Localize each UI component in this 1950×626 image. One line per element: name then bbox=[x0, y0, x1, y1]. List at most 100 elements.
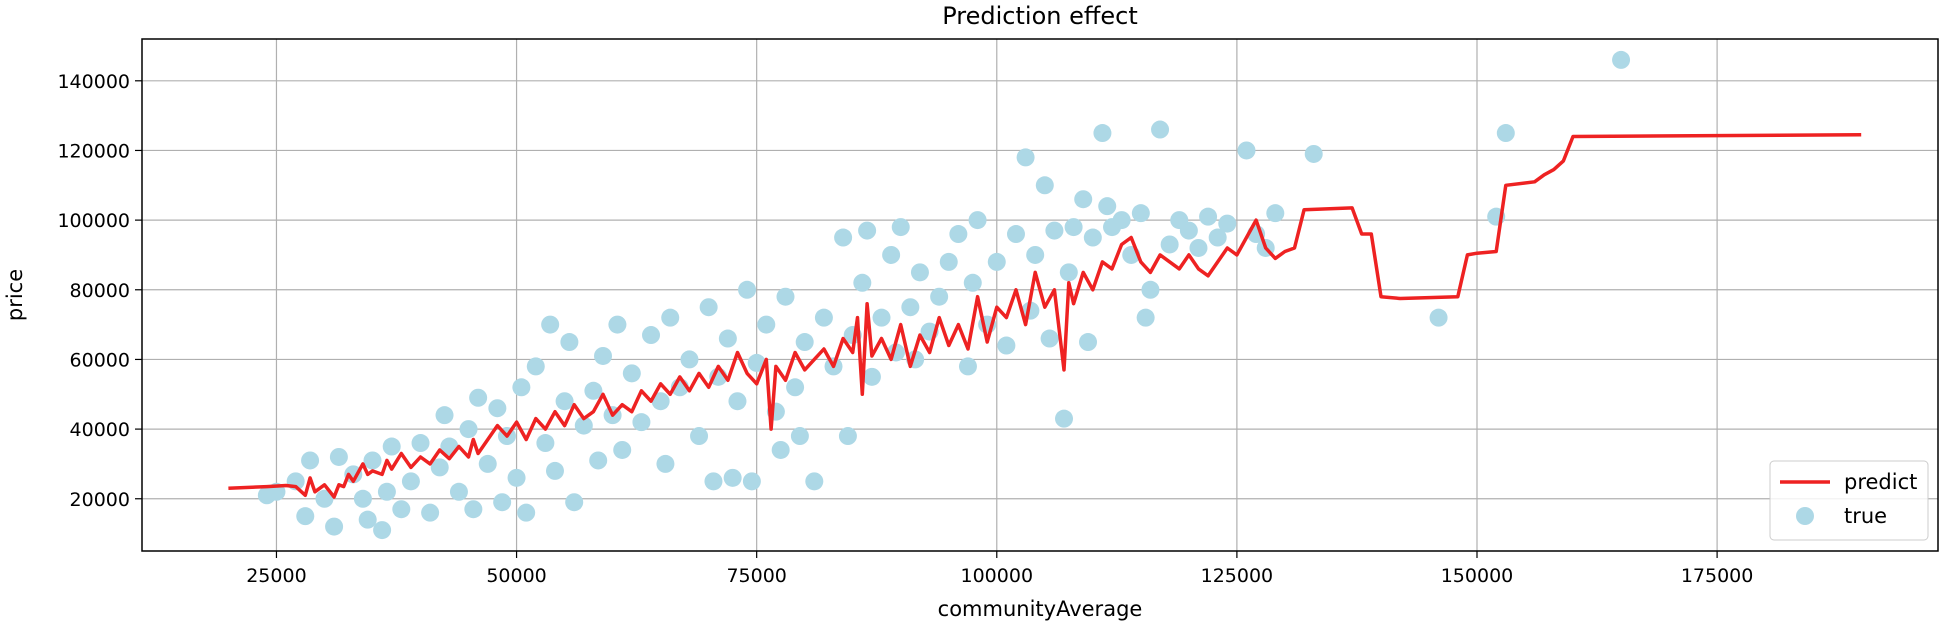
x-axis-ticks: 25000 50000 75000 100000 125000 150000 175000 bbox=[246, 551, 1753, 587]
true-point bbox=[1112, 211, 1131, 230]
true-point bbox=[747, 353, 766, 372]
true-point bbox=[680, 350, 699, 369]
x-tick-label: 50000 bbox=[486, 565, 546, 587]
y-tick-label: 60000 bbox=[70, 349, 130, 371]
y-tick-label: 120000 bbox=[57, 140, 130, 162]
chart-title: Prediction effect bbox=[942, 2, 1138, 30]
true-point bbox=[1496, 124, 1515, 143]
true-point bbox=[1136, 308, 1155, 327]
true-point bbox=[315, 489, 334, 508]
true-point bbox=[464, 500, 483, 519]
true-point bbox=[723, 468, 742, 487]
true-point bbox=[882, 245, 901, 264]
true-point bbox=[449, 482, 468, 501]
true-point bbox=[1093, 124, 1112, 143]
true-point bbox=[555, 392, 574, 411]
true-point bbox=[968, 211, 987, 230]
true-point bbox=[1429, 308, 1448, 327]
true-point bbox=[958, 357, 977, 376]
true-point bbox=[382, 437, 401, 456]
legend-true-label: true bbox=[1844, 504, 1887, 528]
true-point bbox=[541, 315, 560, 334]
true-point bbox=[939, 252, 958, 271]
legend-true-swatch bbox=[1796, 507, 1814, 525]
true-point bbox=[771, 440, 790, 459]
true-point bbox=[1098, 197, 1117, 216]
y-axis-ticks: 20000 40000 60000 80000 100000 120000 140000 bbox=[57, 71, 142, 511]
true-point bbox=[493, 493, 512, 512]
true-point bbox=[507, 468, 526, 487]
true-series-points bbox=[257, 50, 1631, 540]
true-point bbox=[738, 280, 757, 299]
true-point bbox=[862, 367, 881, 386]
true-point bbox=[661, 308, 680, 327]
true-point bbox=[478, 454, 497, 473]
true-point bbox=[435, 406, 454, 425]
true-point bbox=[373, 521, 392, 540]
true-point bbox=[997, 336, 1016, 355]
true-point bbox=[517, 503, 536, 522]
true-point bbox=[642, 326, 661, 345]
true-point bbox=[536, 434, 555, 453]
true-point bbox=[488, 399, 507, 418]
true-point bbox=[1266, 204, 1285, 223]
true-point bbox=[1189, 238, 1208, 257]
true-point bbox=[656, 454, 675, 473]
true-point bbox=[872, 308, 891, 327]
true-point bbox=[853, 273, 872, 292]
true-point bbox=[545, 461, 564, 480]
x-tick-label: 125000 bbox=[1201, 565, 1274, 587]
true-point bbox=[718, 329, 737, 348]
true-point bbox=[1026, 245, 1045, 264]
true-point bbox=[632, 413, 651, 432]
true-point bbox=[353, 489, 372, 508]
true-point bbox=[392, 500, 411, 519]
true-point bbox=[560, 333, 579, 352]
x-tick-label: 100000 bbox=[961, 565, 1034, 587]
true-point bbox=[728, 392, 747, 411]
true-point bbox=[1016, 148, 1035, 167]
y-axis-label: price bbox=[3, 269, 27, 321]
true-point bbox=[704, 472, 723, 491]
true-point bbox=[608, 315, 627, 334]
true-point bbox=[421, 503, 440, 522]
true-point bbox=[1160, 235, 1179, 254]
true-point bbox=[459, 420, 478, 439]
true-point bbox=[1055, 409, 1074, 428]
true-point bbox=[377, 482, 396, 501]
true-point bbox=[742, 472, 761, 491]
true-point bbox=[651, 392, 670, 411]
true-point bbox=[963, 273, 982, 292]
true-point bbox=[411, 434, 430, 453]
true-point bbox=[795, 333, 814, 352]
true-point bbox=[401, 472, 420, 491]
true-point bbox=[1059, 263, 1078, 282]
true-point bbox=[1064, 218, 1083, 237]
true-point bbox=[1131, 204, 1150, 223]
true-point bbox=[1141, 280, 1160, 299]
y-tick-label: 20000 bbox=[70, 489, 130, 511]
true-point bbox=[834, 228, 853, 247]
y-tick-label: 100000 bbox=[57, 210, 130, 232]
true-point bbox=[1179, 221, 1198, 240]
true-point bbox=[757, 315, 776, 334]
true-point bbox=[1083, 228, 1102, 247]
true-point bbox=[1006, 225, 1025, 244]
x-tick-label: 75000 bbox=[726, 565, 786, 587]
predict-series-line bbox=[228, 133, 1862, 499]
true-point bbox=[565, 493, 584, 512]
x-tick-label: 150000 bbox=[1441, 565, 1514, 587]
y-tick-label: 140000 bbox=[57, 71, 130, 93]
true-point bbox=[1218, 214, 1237, 233]
true-point bbox=[858, 221, 877, 240]
plot-frame bbox=[141, 38, 1939, 552]
true-point bbox=[430, 458, 449, 477]
true-point bbox=[930, 287, 949, 306]
y-tick-label: 40000 bbox=[70, 419, 130, 441]
true-point bbox=[1237, 141, 1256, 160]
grid bbox=[142, 39, 1938, 551]
true-point bbox=[1208, 228, 1227, 247]
true-point bbox=[1045, 221, 1064, 240]
x-tick-label: 175000 bbox=[1681, 565, 1754, 587]
